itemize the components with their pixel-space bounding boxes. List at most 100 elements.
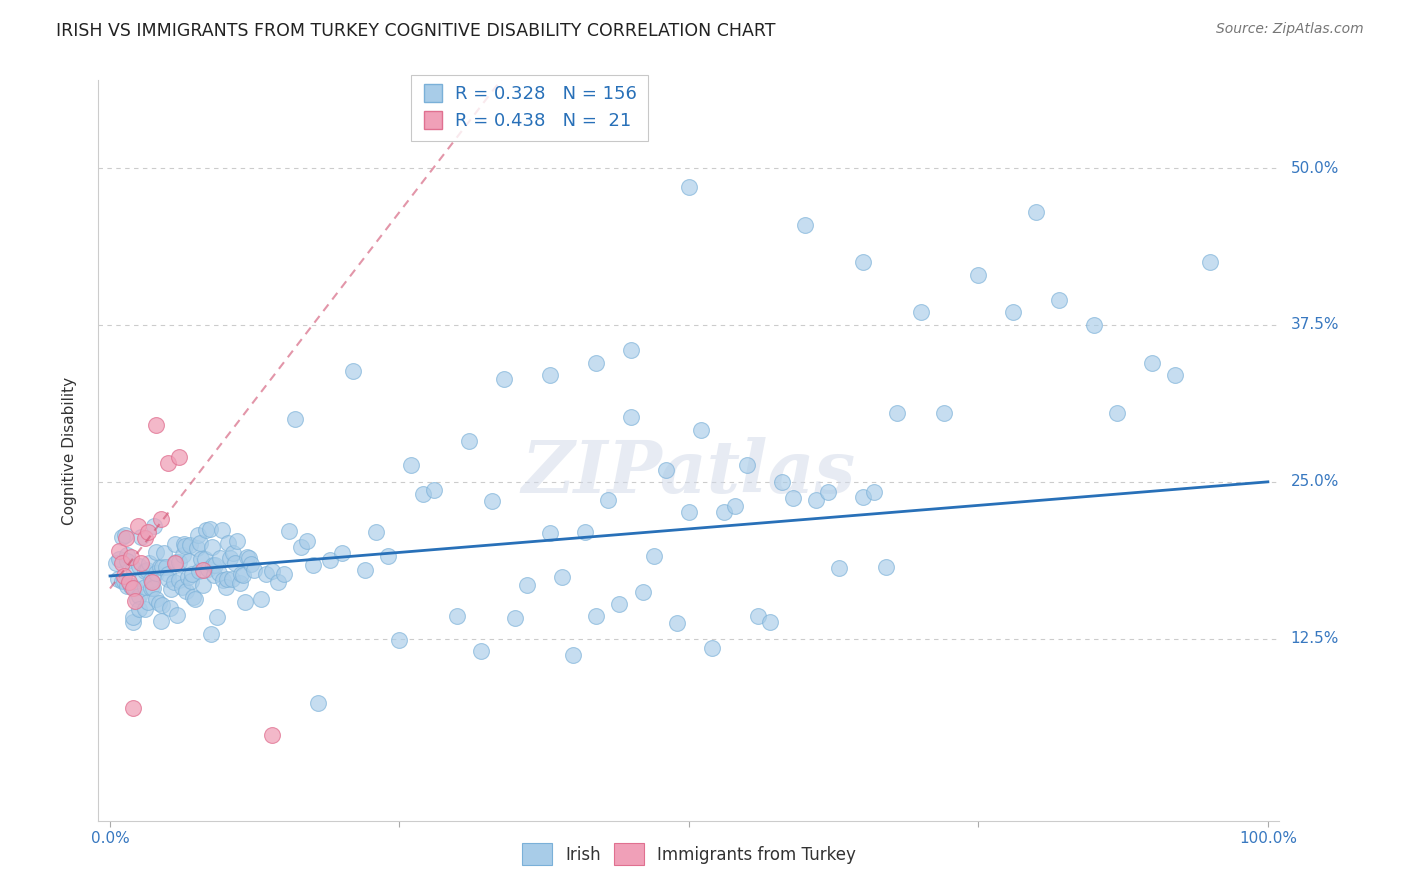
Point [156,567,179,582]
Point [129,557,152,571]
Point [875,559,897,574]
Point [655,462,678,476]
Point [828,561,851,575]
Point [139,573,162,587]
Point [470,644,492,658]
Point [179,538,201,552]
Point [242,563,264,577]
Point [232,568,254,582]
Point [155,560,177,574]
Point [863,484,886,499]
Point [215,580,238,594]
Point [910,305,932,319]
Point [198,522,221,536]
Point [852,490,875,504]
Point [458,434,481,449]
Point [191,563,214,577]
Point [301,558,323,572]
Point [183,590,205,604]
Point [212,573,235,587]
Point [122,561,145,575]
Point [160,582,183,596]
Point [163,575,186,590]
Point [122,582,145,596]
Point [186,541,208,556]
Point [806,492,828,507]
Point [141,575,163,590]
Point [112,569,135,583]
Point [122,610,145,624]
Point [195,523,218,537]
Point [201,540,224,554]
Point [226,534,249,549]
Point [377,549,399,563]
Point [319,553,342,567]
Point [267,575,290,590]
Point [817,484,839,499]
Point [886,406,908,420]
Point [609,597,631,611]
Point [128,602,150,616]
Point [145,418,167,433]
Point [150,559,173,574]
Point [205,610,228,624]
Point [107,572,129,586]
Point [149,512,172,526]
Point [159,601,181,615]
Point [782,491,804,505]
Point [217,536,239,550]
Point [145,544,167,558]
Point [142,581,165,595]
Text: 25.0%: 25.0% [1291,475,1339,490]
Point [235,595,257,609]
Point [112,574,135,588]
Point [932,406,955,420]
Point [169,573,191,587]
Point [139,581,162,595]
Point [125,592,148,607]
Text: 50.0%: 50.0% [1291,161,1339,176]
Point [183,592,205,607]
Point [249,592,271,607]
Point [228,576,250,591]
Point [124,581,146,595]
Point [388,633,411,648]
Point [117,549,139,563]
Point [666,615,689,630]
Point [134,580,156,594]
Point [1107,406,1129,420]
Text: IRISH VS IMMIGRANTS FROM TURKEY COGNITIVE DISABILITY CORRELATION CHART: IRISH VS IMMIGRANTS FROM TURKEY COGNITIV… [56,22,776,40]
Point [169,555,191,569]
Point [188,564,211,578]
Point [200,626,222,640]
Point [110,530,132,544]
Point [550,570,572,584]
Point [177,554,200,568]
Point [176,570,198,584]
Point [238,551,260,566]
Point [129,530,152,544]
Point [295,533,318,548]
Point [176,583,198,598]
Point [713,505,735,519]
Point [150,598,173,612]
Text: ZIPatlas: ZIPatlas [522,437,856,508]
Point [492,372,515,386]
Point [202,558,225,573]
Point [678,505,700,519]
Point [516,577,538,591]
Point [1025,205,1047,219]
Point [110,557,132,571]
Point [620,343,643,357]
Point [735,458,758,473]
Point [221,573,243,587]
Point [278,524,301,538]
Point [188,536,211,550]
Point [307,697,329,711]
Y-axis label: Cognitive Disability: Cognitive Disability [62,376,77,524]
Point [122,615,145,629]
Point [631,584,654,599]
Point [163,537,186,551]
Point [153,546,176,560]
Point [136,595,159,609]
